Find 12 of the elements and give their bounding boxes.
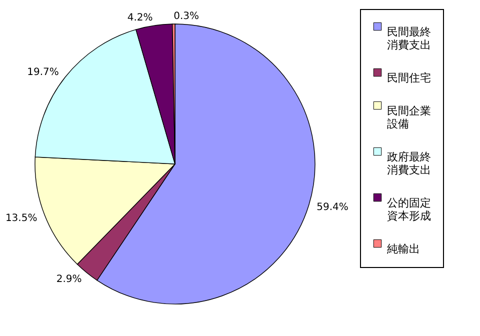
legend-label: 民間企業設備	[387, 104, 431, 130]
data-label: 13.5%	[5, 213, 38, 224]
data-label: 19.7%	[27, 67, 59, 78]
legend-label: 民間住宅	[387, 72, 431, 84]
data-label: 59.4%	[316, 202, 348, 214]
legend-label: 純輸出	[387, 242, 420, 256]
data-label: 2.9%	[56, 274, 82, 285]
data-label: 4.2%	[127, 12, 153, 24]
legend-label: 公的固定資本形成	[387, 196, 431, 222]
legend-label: 政府最終消費支出	[387, 150, 431, 176]
legend-label: 民間最終消費支出	[387, 26, 431, 52]
data-label: 0.3%	[174, 11, 200, 22]
